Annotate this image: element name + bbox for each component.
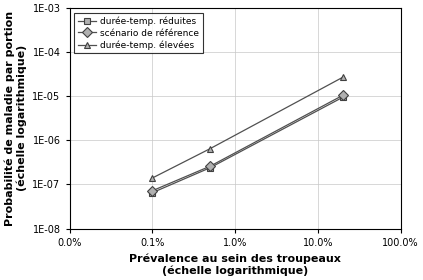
Legend: durée-temp. réduites, scénario de référence, durée-temp. élevées: durée-temp. réduites, scénario de référe… [74, 13, 203, 53]
durée-temp. réduites [340, 96, 345, 99]
Y-axis label: Probabilité de maladie par portion
(échelle logarithmique): Probabilité de maladie par portion (éche… [4, 11, 27, 226]
scénario de référence [150, 189, 155, 192]
Line: durée-temp. élevées: durée-temp. élevées [149, 74, 346, 181]
durée-temp. élevées [208, 147, 213, 150]
Line: durée-temp. réduites: durée-temp. réduites [149, 94, 346, 196]
durée-temp. élevées [340, 76, 345, 79]
Line: scénario de référence: scénario de référence [149, 92, 346, 194]
X-axis label: Prévalence au sein des troupeaux
(échelle logarithmique): Prévalence au sein des troupeaux (échell… [129, 253, 341, 276]
durée-temp. réduites [208, 166, 213, 169]
durée-temp. réduites [150, 191, 155, 194]
scénario de référence [340, 94, 345, 97]
durée-temp. élevées [150, 176, 155, 180]
scénario de référence [208, 165, 213, 168]
